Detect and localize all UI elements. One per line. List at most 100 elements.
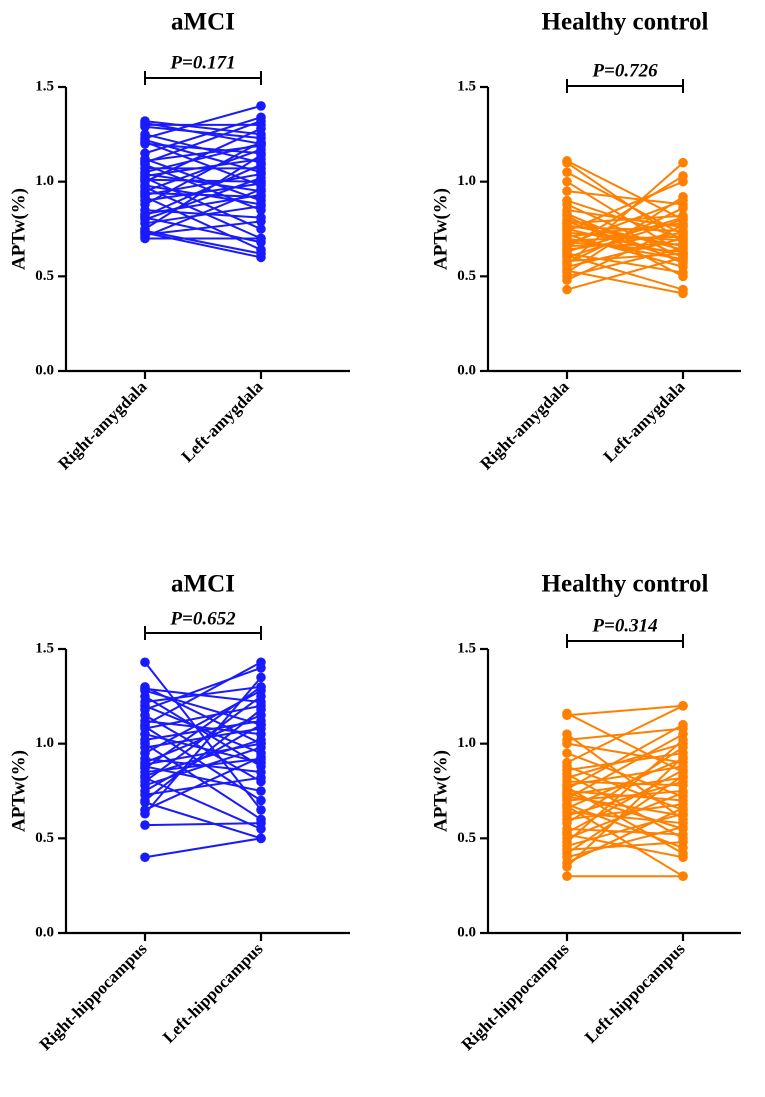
data-point bbox=[256, 735, 266, 745]
data-point bbox=[140, 139, 150, 149]
pair-line bbox=[144, 723, 262, 792]
data-point bbox=[678, 701, 688, 711]
pair-line bbox=[144, 104, 262, 140]
data-point bbox=[256, 159, 266, 170]
x-category-label: Left-hippocampus bbox=[581, 939, 689, 1047]
paired-series bbox=[140, 657, 266, 863]
pair-line bbox=[144, 163, 262, 217]
pair-line bbox=[144, 148, 262, 193]
pair-line bbox=[566, 805, 684, 878]
pair-line bbox=[566, 212, 684, 265]
pair-line bbox=[144, 154, 262, 230]
data-point bbox=[562, 801, 572, 811]
pair-line bbox=[566, 769, 684, 834]
data-point bbox=[256, 752, 266, 762]
y-tick-label: 1.0 bbox=[457, 735, 476, 751]
data-point bbox=[256, 691, 266, 702]
pair-line bbox=[566, 175, 684, 249]
pair-line bbox=[144, 141, 262, 206]
pair-line bbox=[144, 116, 262, 155]
pair-line bbox=[144, 231, 262, 259]
y-tick-label: 0.0 bbox=[457, 924, 476, 940]
paired-series bbox=[562, 156, 688, 299]
y-tick-label: 1.0 bbox=[35, 735, 54, 751]
chart-panel-1: aMCI P=0.171 0.0 0.5 1.0 1.5 APTw(%) Right-amyg… bbox=[8, 9, 350, 473]
y-tick-label: 0.0 bbox=[35, 924, 54, 940]
data-point bbox=[562, 748, 572, 758]
pair-line bbox=[144, 666, 262, 711]
data-point bbox=[678, 829, 688, 840]
pair-line bbox=[144, 120, 262, 164]
y-tick-label: 1.5 bbox=[457, 640, 476, 656]
data-point bbox=[678, 171, 688, 181]
chart-panel-3: aMCI P=0.652 0.0 0.5 1.0 1.5 APTw(%) Right-hipp… bbox=[8, 571, 350, 1054]
pair-line bbox=[144, 173, 262, 196]
pair-line bbox=[144, 733, 262, 764]
pair-line bbox=[144, 837, 262, 859]
y-tick-label: 0.5 bbox=[35, 268, 54, 284]
data-point bbox=[678, 742, 688, 753]
data-point bbox=[140, 797, 150, 808]
data-point bbox=[256, 657, 266, 668]
data-point bbox=[678, 192, 688, 202]
pair-line bbox=[566, 756, 684, 868]
y-axis-label: APTw(%) bbox=[8, 188, 29, 270]
pair-line bbox=[566, 757, 684, 809]
data-point bbox=[140, 820, 150, 830]
pair-line bbox=[144, 676, 262, 815]
data-point bbox=[678, 752, 688, 762]
pair-line bbox=[566, 159, 684, 221]
pair-line bbox=[144, 142, 262, 174]
data-point bbox=[678, 735, 688, 745]
pair-line bbox=[566, 775, 684, 855]
paired-series bbox=[140, 101, 266, 263]
pair-line bbox=[566, 254, 684, 291]
y-tick-label: 1.0 bbox=[457, 173, 476, 189]
pair-line bbox=[144, 125, 262, 140]
data-point bbox=[562, 260, 572, 270]
data-point bbox=[562, 167, 572, 177]
data-point bbox=[562, 275, 572, 285]
chart-title: aMCI bbox=[171, 9, 235, 36]
data-point bbox=[678, 871, 688, 881]
pair-line bbox=[566, 765, 684, 811]
data-point bbox=[256, 818, 266, 828]
data-point bbox=[562, 209, 572, 219]
x-category-label: Right-hippocampus bbox=[458, 939, 573, 1054]
pair-line bbox=[566, 746, 684, 825]
paired-series bbox=[562, 701, 688, 881]
data-point bbox=[678, 267, 688, 278]
data-point bbox=[678, 788, 688, 798]
data-point bbox=[256, 833, 266, 844]
data-point bbox=[562, 861, 572, 872]
p-value-label: P=0.314 bbox=[591, 615, 657, 636]
pair-line bbox=[144, 127, 262, 183]
pair-line bbox=[566, 733, 684, 800]
data-point bbox=[678, 203, 688, 213]
chart-title: Healthy control bbox=[542, 9, 709, 36]
data-point bbox=[678, 243, 688, 253]
data-point bbox=[256, 216, 266, 227]
data-point bbox=[256, 116, 266, 126]
data-point bbox=[256, 719, 266, 730]
x-category-label: Right-hippocampus bbox=[36, 939, 151, 1054]
data-point bbox=[256, 233, 266, 244]
pair-line bbox=[144, 756, 262, 811]
x-category-label: Left-hippocampus bbox=[159, 939, 267, 1047]
x-category-label: Right-amygdala bbox=[476, 377, 573, 474]
data-point bbox=[678, 157, 688, 168]
pair-line bbox=[566, 712, 684, 773]
x-category-label: Left-amygdala bbox=[178, 377, 267, 466]
chart-title: aMCI bbox=[171, 571, 235, 598]
data-point bbox=[140, 808, 150, 819]
significance-bracket bbox=[566, 79, 684, 93]
data-point bbox=[256, 682, 266, 692]
pair-line bbox=[144, 173, 262, 193]
p-value-label: P=0.726 bbox=[591, 60, 658, 81]
data-point bbox=[678, 852, 688, 863]
y-tick-label: 1.0 bbox=[35, 173, 54, 189]
pair-line bbox=[144, 120, 262, 136]
data-point bbox=[562, 871, 572, 881]
data-point bbox=[256, 742, 266, 753]
